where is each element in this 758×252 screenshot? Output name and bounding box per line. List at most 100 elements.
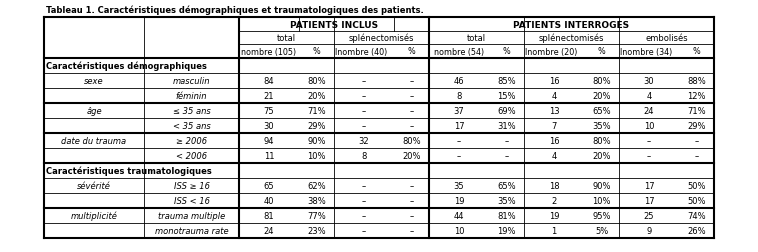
Text: 24: 24 bbox=[264, 226, 274, 235]
Text: –: – bbox=[362, 211, 366, 220]
Text: monotrauma rate: monotrauma rate bbox=[155, 226, 228, 235]
Text: 16: 16 bbox=[549, 77, 559, 86]
Text: Tableau 1. Caractéristiques démographiques et traumatologiques des patients.: Tableau 1. Caractéristiques démographiqu… bbox=[46, 5, 424, 15]
Text: nombre (54): nombre (54) bbox=[434, 47, 484, 56]
Text: 10: 10 bbox=[454, 226, 464, 235]
Text: 9: 9 bbox=[647, 226, 652, 235]
Text: 80%: 80% bbox=[307, 77, 326, 86]
Text: 1: 1 bbox=[551, 226, 556, 235]
Text: < 2006: < 2006 bbox=[176, 151, 207, 160]
Text: 2: 2 bbox=[551, 196, 556, 205]
Text: 30: 30 bbox=[644, 77, 654, 86]
Text: 80%: 80% bbox=[592, 77, 611, 86]
Text: 37: 37 bbox=[453, 107, 465, 115]
Text: Inombre (40): Inombre (40) bbox=[335, 47, 387, 56]
Text: nombre (105): nombre (105) bbox=[242, 47, 296, 56]
Text: masculin: masculin bbox=[173, 77, 210, 86]
Text: –: – bbox=[362, 226, 366, 235]
Text: 21: 21 bbox=[264, 92, 274, 101]
Text: 50%: 50% bbox=[688, 196, 706, 205]
Text: –: – bbox=[504, 151, 509, 160]
Text: 65: 65 bbox=[264, 181, 274, 190]
Text: –: – bbox=[647, 151, 651, 160]
Text: 88%: 88% bbox=[687, 77, 706, 86]
Text: 24: 24 bbox=[644, 107, 654, 115]
Text: ISS ≥ 16: ISS ≥ 16 bbox=[174, 181, 209, 190]
Text: 94: 94 bbox=[264, 137, 274, 145]
Text: 71%: 71% bbox=[307, 107, 326, 115]
Text: total: total bbox=[277, 34, 296, 43]
Text: 38%: 38% bbox=[307, 196, 326, 205]
Text: 8: 8 bbox=[362, 151, 367, 160]
Text: 44: 44 bbox=[454, 211, 464, 220]
Text: –: – bbox=[409, 107, 414, 115]
Text: 80%: 80% bbox=[402, 137, 421, 145]
Text: 84: 84 bbox=[264, 77, 274, 86]
Text: 19%: 19% bbox=[497, 226, 515, 235]
Text: 35%: 35% bbox=[592, 121, 611, 131]
Text: –: – bbox=[409, 121, 414, 131]
Text: 65%: 65% bbox=[497, 181, 515, 190]
Text: 4: 4 bbox=[647, 92, 652, 101]
Text: –: – bbox=[362, 196, 366, 205]
Text: –: – bbox=[647, 137, 651, 145]
Text: %: % bbox=[597, 47, 606, 56]
Text: 18: 18 bbox=[549, 181, 559, 190]
Text: 30: 30 bbox=[264, 121, 274, 131]
Text: 85%: 85% bbox=[497, 77, 515, 86]
Text: 7: 7 bbox=[551, 121, 556, 131]
Text: 74%: 74% bbox=[688, 211, 706, 220]
Text: 10%: 10% bbox=[592, 196, 611, 205]
Text: 20%: 20% bbox=[307, 92, 326, 101]
Text: 50%: 50% bbox=[688, 181, 706, 190]
Text: âge: âge bbox=[86, 107, 102, 115]
Text: total: total bbox=[467, 34, 486, 43]
Text: féminin: féminin bbox=[176, 92, 207, 101]
Text: 77%: 77% bbox=[307, 211, 326, 220]
Text: 10: 10 bbox=[644, 121, 654, 131]
Text: –: – bbox=[409, 77, 414, 86]
Text: –: – bbox=[409, 211, 414, 220]
Text: < 35 ans: < 35 ans bbox=[173, 121, 211, 131]
Text: 17: 17 bbox=[644, 196, 654, 205]
Text: 13: 13 bbox=[549, 107, 559, 115]
Text: 81: 81 bbox=[264, 211, 274, 220]
Text: –: – bbox=[694, 137, 699, 145]
Text: –: – bbox=[362, 121, 366, 131]
Text: –: – bbox=[409, 226, 414, 235]
Text: 81%: 81% bbox=[497, 211, 515, 220]
Text: 95%: 95% bbox=[592, 211, 611, 220]
Text: Inombre (20): Inombre (20) bbox=[525, 47, 578, 56]
Text: 25: 25 bbox=[644, 211, 654, 220]
Text: splénectomisés: splénectomisés bbox=[539, 34, 604, 43]
Text: %: % bbox=[693, 47, 700, 56]
Text: %: % bbox=[312, 47, 321, 56]
Text: 31%: 31% bbox=[497, 121, 515, 131]
Text: –: – bbox=[362, 107, 366, 115]
Text: 4: 4 bbox=[551, 92, 556, 101]
Text: –: – bbox=[457, 137, 461, 145]
Text: 19: 19 bbox=[454, 196, 464, 205]
Text: –: – bbox=[457, 151, 461, 160]
Text: 46: 46 bbox=[454, 77, 465, 86]
Text: 17: 17 bbox=[454, 121, 465, 131]
Text: Caractéristiques démographiques: Caractéristiques démographiques bbox=[46, 61, 207, 71]
Text: ≤ 35 ans: ≤ 35 ans bbox=[173, 107, 211, 115]
Text: 90%: 90% bbox=[592, 181, 611, 190]
Text: sexe: sexe bbox=[84, 77, 104, 86]
Text: 32: 32 bbox=[359, 137, 369, 145]
Text: 23%: 23% bbox=[307, 226, 326, 235]
Text: ISS < 16: ISS < 16 bbox=[174, 196, 209, 205]
Text: multiplicité: multiplicité bbox=[70, 211, 117, 220]
Text: 40: 40 bbox=[264, 196, 274, 205]
Text: 20%: 20% bbox=[592, 151, 611, 160]
Text: 12%: 12% bbox=[688, 92, 706, 101]
Text: 90%: 90% bbox=[307, 137, 326, 145]
Text: embolisés: embolisés bbox=[645, 34, 688, 43]
Text: 8: 8 bbox=[456, 92, 462, 101]
Text: sévérité: sévérité bbox=[77, 181, 111, 190]
Text: 62%: 62% bbox=[307, 181, 326, 190]
Text: 35: 35 bbox=[454, 181, 465, 190]
Text: PATIENTS INTERROGES: PATIENTS INTERROGES bbox=[513, 20, 630, 29]
Text: Caractéristiques traumatologiques: Caractéristiques traumatologiques bbox=[46, 166, 211, 176]
